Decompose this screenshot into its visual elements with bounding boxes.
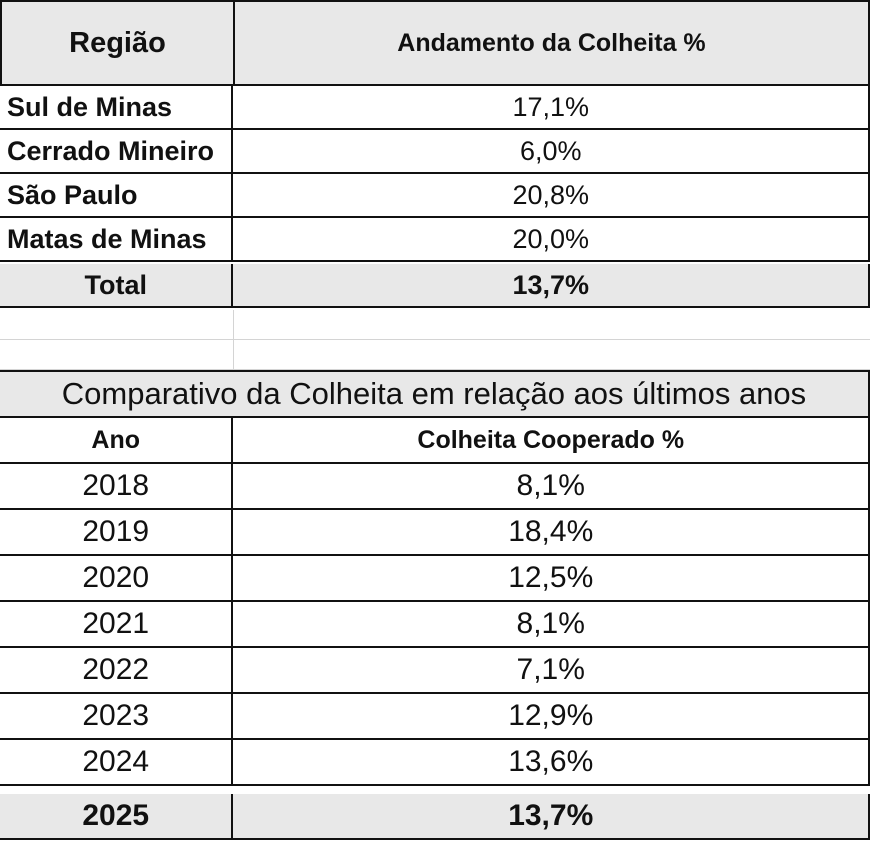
year-cell: 2025 xyxy=(0,794,234,838)
total-value: 13,7% xyxy=(512,269,590,300)
comparison-table-header: Ano Colheita Cooperado % xyxy=(0,418,870,464)
region-cell: Cerrado Mineiro xyxy=(0,130,234,172)
table-row: 2018 8,1% xyxy=(0,464,870,510)
table-row: São Paulo 20,8% xyxy=(0,174,870,218)
harvest-cell: 18,4% xyxy=(508,515,594,548)
progress-cell: 6,0% xyxy=(519,135,582,166)
empty-cell xyxy=(234,340,870,369)
empty-cell xyxy=(234,310,870,339)
region-cell: Sul de Minas xyxy=(0,86,234,128)
year-cell: 2019 xyxy=(0,510,234,554)
harvest-cell: 13,6% xyxy=(508,745,594,778)
table-row: Matas de Minas 20,0% xyxy=(0,218,870,262)
empty-row xyxy=(0,340,870,370)
harvest-cell: 12,9% xyxy=(508,699,594,732)
year-cell: 2023 xyxy=(0,694,234,738)
comparison-table-title-row: Comparativo da Colheita em relação aos ú… xyxy=(0,370,870,418)
progress-column-header: Andamento da Colheita % xyxy=(397,28,706,57)
table-row: Cerrado Mineiro 6,0% xyxy=(0,130,870,174)
table-row: 2022 7,1% xyxy=(0,648,870,694)
year-cell: 2022 xyxy=(0,648,234,692)
region-cell: Matas de Minas xyxy=(0,218,234,260)
harvest-cell: 8,1% xyxy=(516,607,585,640)
progress-cell: 20,0% xyxy=(512,223,590,254)
table-row: 2021 8,1% xyxy=(0,602,870,648)
table-row: 2025 13,7% xyxy=(0,794,870,840)
empty-cell xyxy=(0,340,234,369)
empty-cell xyxy=(0,310,234,339)
table-row: Sul de Minas 17,1% xyxy=(0,86,870,130)
year-cell: 2020 xyxy=(0,556,234,600)
harvest-cell: 13,7% xyxy=(508,799,594,832)
comparison-table-title: Comparativo da Colheita em relação aos ú… xyxy=(61,376,807,411)
harvest-cell: 12,5% xyxy=(508,561,594,594)
year-cell: 2024 xyxy=(0,740,234,784)
total-label: Total xyxy=(0,264,234,306)
table-row: 2024 13,6% xyxy=(0,740,870,786)
total-row: Total 13,7% xyxy=(0,264,870,308)
table-row: 2023 12,9% xyxy=(0,694,870,740)
harvest-cell: 7,1% xyxy=(516,653,585,686)
year-column-header: Ano xyxy=(0,418,234,462)
year-cell: 2018 xyxy=(0,464,234,508)
region-cell: São Paulo xyxy=(0,174,234,216)
table-row: 2020 12,5% xyxy=(0,556,870,602)
harvest-column-header: Colheita Cooperado % xyxy=(417,425,685,454)
year-cell: 2021 xyxy=(0,602,234,646)
progress-cell: 17,1% xyxy=(512,91,590,122)
progress-cell: 20,8% xyxy=(512,179,590,210)
table-row: 2019 18,4% xyxy=(0,510,870,556)
region-column-header: Região xyxy=(2,2,235,84)
harvest-cell: 8,1% xyxy=(516,469,585,502)
regional-table-header: Região Andamento da Colheita % xyxy=(0,0,870,86)
empty-row xyxy=(0,310,870,340)
